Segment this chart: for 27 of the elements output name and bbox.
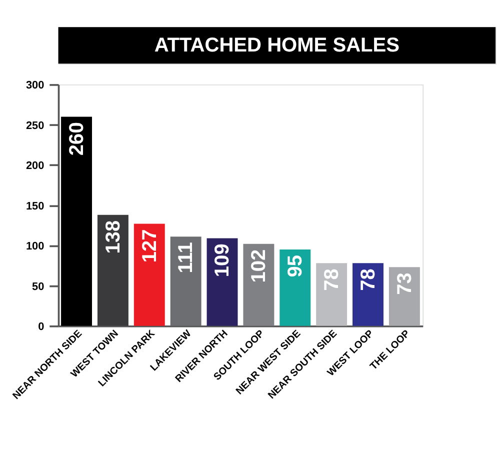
chart-title: ATTACHED HOME SALES <box>154 34 400 57</box>
y-tick-label: 200 <box>26 160 44 172</box>
data-label: 109 <box>212 244 234 278</box>
data-label: 78 <box>320 268 343 291</box>
data-label: 111 <box>175 242 198 274</box>
bar <box>243 244 274 326</box>
bar <box>352 263 384 326</box>
bar <box>134 224 165 326</box>
y-tick-label: 50 <box>32 280 44 293</box>
data-label: 95 <box>284 254 307 278</box>
y-tick-label: 150 <box>26 200 44 212</box>
bar <box>97 214 128 326</box>
y-tick-label: 100 <box>26 240 44 253</box>
y-tick-label: 300 <box>26 80 44 92</box>
y-tick-label: 250 <box>26 120 44 132</box>
data-label: 138 <box>102 220 124 254</box>
data-label: 78 <box>357 268 380 291</box>
data-label: 73 <box>394 272 416 295</box>
bar <box>316 263 348 326</box>
bar <box>170 236 202 326</box>
data-label: 127 <box>138 229 161 263</box>
bar <box>388 267 420 326</box>
data-label: 102 <box>248 249 270 283</box>
bar <box>280 249 311 326</box>
bar <box>61 116 92 326</box>
y-tick-label: 0 <box>38 321 44 334</box>
data-label: 260 <box>66 122 88 156</box>
